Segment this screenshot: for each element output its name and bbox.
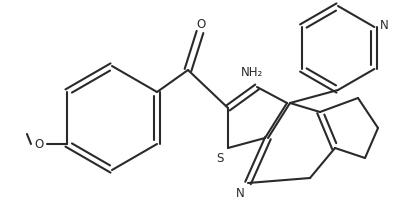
Text: S: S (216, 151, 224, 164)
Text: O: O (196, 17, 206, 30)
Text: N: N (380, 18, 389, 32)
Text: O: O (35, 138, 44, 151)
Text: N: N (236, 186, 244, 199)
Text: NH₂: NH₂ (241, 66, 263, 79)
